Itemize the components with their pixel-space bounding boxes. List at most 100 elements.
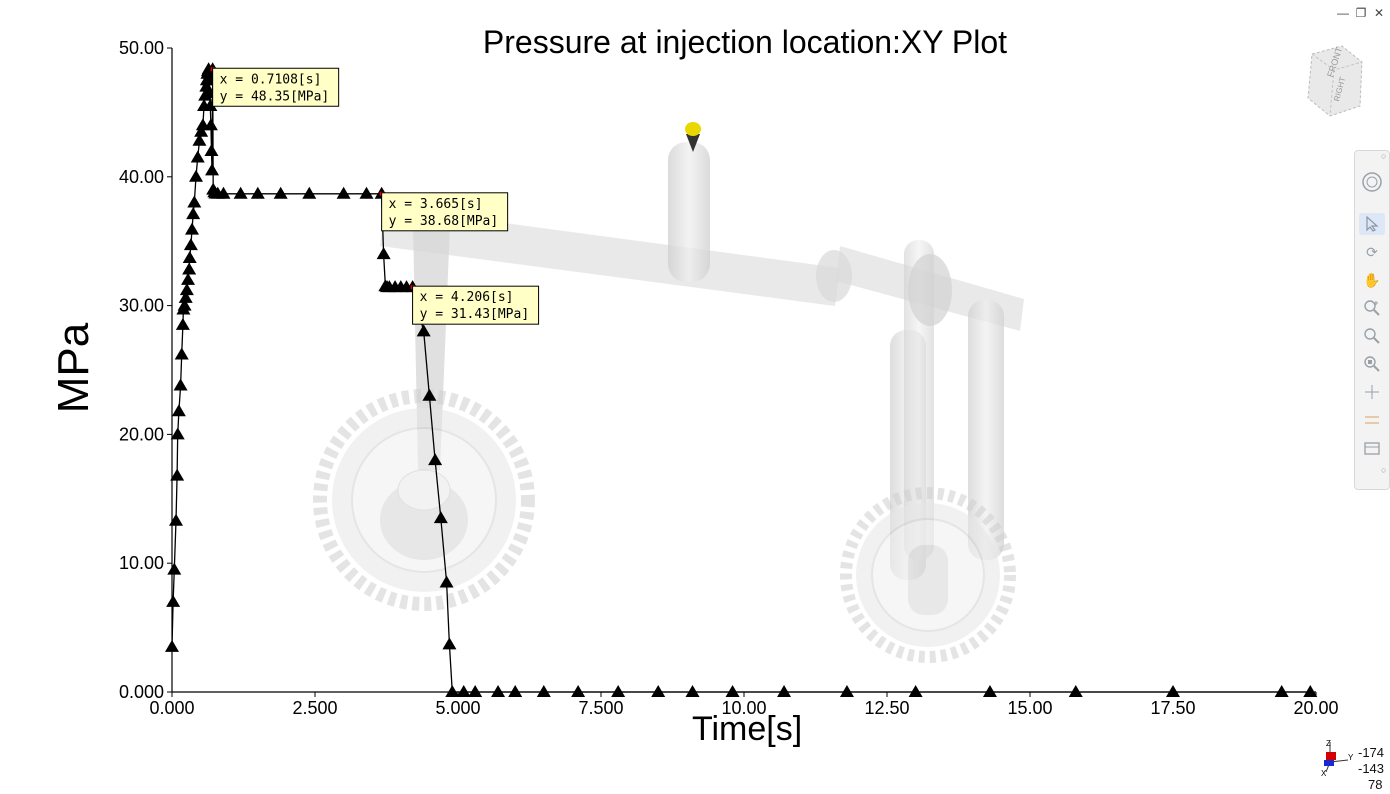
data-point-marker [250, 186, 265, 199]
data-point-marker [908, 685, 923, 697]
data-point-marker [571, 685, 586, 697]
data-point-marker [170, 468, 185, 481]
data-point-marker [1166, 685, 1180, 697]
coord-value-1: -174 [1358, 745, 1385, 760]
toolbar-close-icon[interactable]: ○ [1381, 151, 1387, 161]
snapshot-icon[interactable] [1359, 437, 1385, 459]
orbit-icon[interactable] [1359, 169, 1385, 195]
data-point-marker [508, 685, 523, 697]
data-point-marker [1274, 685, 1289, 697]
chart-title: Pressure at injection location:XY Plot [482, 24, 1008, 60]
annotation-y-text: y = 38.68[MPa] [389, 214, 499, 229]
x-tick-label: 10.00 [721, 698, 766, 718]
y-axis-label: MPa [49, 322, 98, 414]
viewcube[interactable]: FRONT RIGHT [1304, 44, 1366, 118]
data-point-marker [194, 124, 209, 137]
y-tick-label: 10.00 [119, 553, 164, 573]
x-tick-label: 12.50 [864, 698, 909, 718]
coord-value-2: -143 [1358, 761, 1385, 776]
data-point-marker [376, 247, 391, 260]
x-tick-label: 20.00 [1293, 698, 1338, 718]
data-point-marker [174, 347, 189, 360]
data-point-marker [186, 207, 201, 220]
triad-y-label: Y [1348, 753, 1354, 762]
x-tick-label: 0.000 [149, 698, 194, 718]
data-point-marker [442, 637, 457, 650]
data-point-marker [167, 562, 182, 575]
data-point-marker [439, 575, 454, 588]
view-toolbar: ○ ⟳ ✋ ○ [1354, 150, 1390, 490]
data-point-marker [1068, 685, 1083, 697]
annotation-x-text: x = 3.665[s] [389, 197, 483, 212]
data-point-marker [204, 144, 219, 157]
pan-icon[interactable]: ✋ [1363, 271, 1381, 288]
triad-z-label: Z [1326, 739, 1331, 748]
section-icon[interactable] [1359, 381, 1385, 403]
data-point-marker [183, 238, 198, 251]
data-point-marker [166, 594, 181, 607]
data-point-marker [725, 685, 740, 697]
y-tick-label: 30.00 [119, 296, 164, 316]
data-point-marker [175, 317, 190, 330]
point-annotation: x = 0.7108[s] y = 48.35[MPa] [210, 67, 340, 107]
data-point-marker [491, 685, 506, 697]
injection-gate-icon [685, 122, 701, 152]
y-tick-label: 40.00 [119, 167, 164, 187]
x-tick-label: 7.500 [578, 698, 623, 718]
data-point-marker [205, 163, 220, 176]
data-point-marker [170, 427, 185, 440]
y-tick-label: 50.00 [119, 38, 164, 58]
data-point-marker [203, 98, 218, 111]
pressure-series-markers [165, 62, 1318, 697]
data-point-marker [433, 511, 448, 524]
annotation-y-text: y = 48.35[MPa] [220, 89, 330, 104]
zoom-in-icon[interactable] [1359, 297, 1385, 319]
axis-triad: Z Y X [1321, 739, 1354, 778]
data-point-marker [468, 685, 483, 697]
minimize-icon[interactable]: — [1337, 6, 1349, 20]
data-point-marker [611, 685, 626, 697]
zoom-window-icon[interactable] [1359, 325, 1385, 347]
point-annotation: x = 3.665[s] y = 38.68[MPa] [379, 191, 509, 232]
x-tick-label: 15.00 [1007, 698, 1052, 718]
select-icon[interactable] [1359, 213, 1385, 235]
restore-icon[interactable]: ❐ [1355, 6, 1367, 20]
annotation-box [412, 285, 540, 325]
data-point-marker [456, 685, 471, 697]
toolbar-expand-icon[interactable]: ○ [1381, 465, 1387, 475]
data-point-marker [169, 513, 184, 526]
annotation-box [212, 67, 340, 107]
data-point-marker [173, 378, 188, 391]
data-point-marker [179, 283, 194, 296]
annotation-box [381, 192, 509, 232]
close-icon[interactable]: ✕ [1373, 6, 1385, 20]
zoom-fit-icon[interactable] [1359, 353, 1385, 375]
data-point-marker [651, 685, 666, 697]
gear-left [313, 389, 535, 611]
triad-x-label: X [1321, 769, 1327, 778]
data-point-marker [359, 186, 374, 199]
rotate-icon[interactable]: ⟳ [1366, 243, 1378, 260]
measure-icon[interactable] [1359, 409, 1385, 431]
data-point-marker [187, 195, 202, 208]
window-controls: — ❐ ✕ [1336, 6, 1386, 20]
gear-right [840, 487, 1016, 663]
data-point-marker [685, 685, 700, 697]
runner-main [380, 207, 840, 306]
x-axis-label: Time[s] [692, 710, 803, 748]
data-point-marker [190, 150, 205, 163]
data-point-marker [336, 186, 351, 199]
annotations: x = 0.7108[s] y = 48.35[MPa] x = 3.665[s] y… [210, 67, 540, 325]
data-point-marker [1303, 685, 1318, 697]
right-drop-b [968, 300, 1004, 560]
x-tick-label: 17.50 [1150, 698, 1195, 718]
annotation-x-text: x = 4.206[s] [420, 290, 514, 305]
data-point-marker [839, 685, 854, 697]
connector-b [908, 254, 952, 326]
axes: 0.000 2.500 5.000 7.500 10.00 12.50 15.00 17.50… [119, 38, 1339, 718]
annotation-x-text: x = 0.7108[s] [220, 72, 322, 87]
x-tick-label: 5.000 [435, 698, 480, 718]
